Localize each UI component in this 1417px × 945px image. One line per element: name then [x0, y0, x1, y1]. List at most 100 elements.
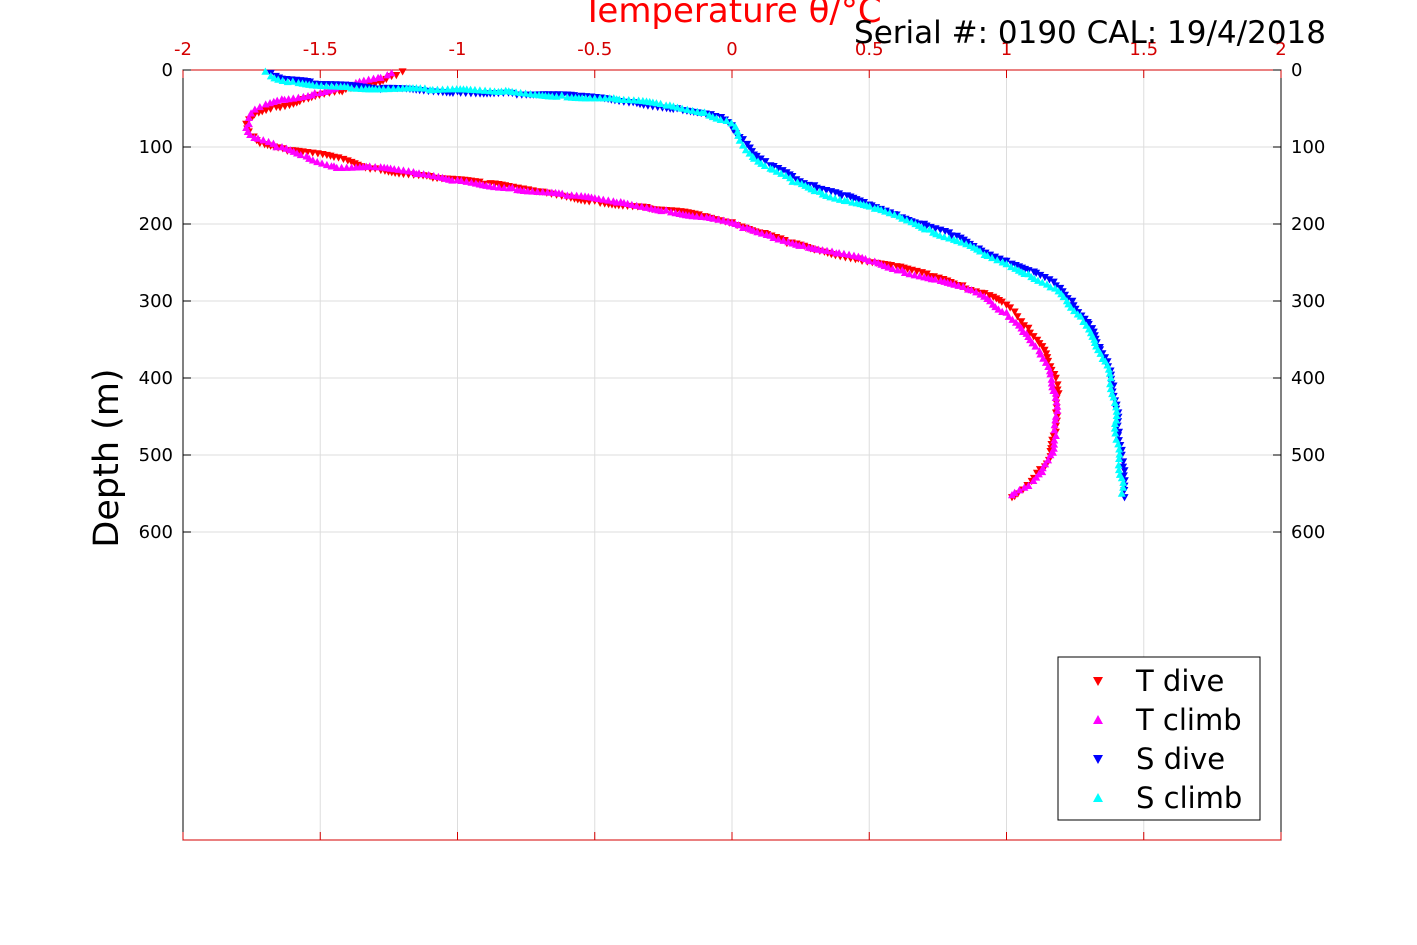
legend: T dive T climb S dive S climb [1057, 656, 1261, 821]
data-point [1050, 436, 1059, 444]
x-tick-label: 0 [726, 39, 737, 60]
data-point [280, 103, 289, 111]
data-point [1084, 325, 1093, 333]
data-point [738, 223, 747, 232]
series-t-dive [242, 68, 1063, 502]
data-point [1044, 456, 1053, 464]
data-point [245, 120, 254, 128]
data-point [1050, 440, 1059, 448]
data-point [988, 253, 997, 262]
legend-label: S climb [1136, 781, 1242, 815]
data-point [777, 169, 786, 177]
data-point [662, 206, 671, 214]
y-tick-label-left: 100 [139, 137, 173, 158]
data-point [705, 111, 714, 119]
y-tick-label-right: 500 [1291, 445, 1325, 466]
data-point [976, 290, 985, 298]
data-point [1006, 304, 1015, 312]
data-point [1010, 488, 1019, 497]
data-point [1035, 347, 1044, 355]
data-point [1094, 345, 1103, 354]
data-point [1114, 461, 1123, 469]
y-tick-label-left: 0 [162, 60, 173, 81]
data-point [918, 269, 927, 277]
data-point [998, 307, 1007, 315]
data-point [383, 71, 392, 79]
x-tick-label: 1 [1001, 39, 1012, 60]
data-point [1119, 472, 1128, 480]
data-point [733, 127, 742, 135]
data-point [1112, 403, 1121, 411]
data-point [262, 106, 271, 115]
data-point [1115, 450, 1124, 458]
x-tick-label: 1.5 [1129, 39, 1158, 60]
data-point [778, 167, 787, 175]
data-point [1049, 444, 1058, 452]
data-point [972, 288, 981, 296]
data-point [760, 161, 769, 170]
data-point [392, 72, 401, 80]
data-point [1038, 467, 1047, 476]
data-point [1045, 366, 1054, 375]
data-point [1056, 284, 1065, 293]
data-point [288, 77, 297, 85]
legend-label: T dive [1135, 664, 1224, 698]
data-point [865, 256, 874, 265]
data-point [1042, 280, 1051, 288]
data-point [398, 68, 407, 76]
data-point [1051, 412, 1060, 420]
data-point [244, 113, 253, 121]
data-point [1030, 274, 1039, 283]
data-point [1036, 271, 1045, 280]
data-point [1110, 424, 1119, 432]
data-point [1119, 463, 1128, 471]
data-point [1053, 402, 1062, 410]
data-point [1079, 317, 1088, 325]
data-point [1105, 369, 1114, 377]
data-point [738, 141, 747, 149]
x-tick-label: -0.5 [577, 39, 612, 60]
data-point [1026, 329, 1035, 337]
data-point [270, 74, 279, 82]
data-point [302, 152, 311, 160]
data-point [1106, 384, 1115, 393]
data-point [1112, 407, 1121, 415]
data-point [250, 105, 259, 113]
data-point [1119, 478, 1128, 486]
data-point [1015, 486, 1024, 494]
data-point [1041, 358, 1050, 366]
data-point [327, 82, 336, 90]
data-point [261, 67, 270, 75]
data-point [1029, 268, 1038, 276]
data-point [741, 146, 750, 154]
data-point [786, 174, 795, 182]
data-point [980, 250, 989, 258]
data-point [1108, 389, 1117, 398]
data-point [985, 292, 994, 300]
chart-title: Temperature θ/°C [581, 0, 881, 31]
data-point [538, 188, 547, 196]
data-point [443, 85, 452, 93]
data-point [1007, 262, 1016, 271]
data-point [242, 123, 251, 131]
data-point [870, 204, 879, 212]
data-point [1117, 489, 1126, 497]
data-point [387, 69, 396, 77]
data-point [727, 119, 736, 127]
y-tick-label-right: 300 [1291, 291, 1325, 312]
data-point [389, 84, 398, 92]
data-point [1010, 308, 1019, 316]
data-point [666, 208, 675, 216]
data-point [754, 157, 763, 165]
data-point [438, 85, 447, 93]
y-tick-label-right: 400 [1291, 368, 1325, 389]
data-point [1024, 324, 1033, 332]
data-point [980, 292, 989, 300]
data-point [1050, 426, 1059, 434]
y-tick-label-right: 0 [1291, 60, 1302, 81]
data-point [1047, 375, 1056, 383]
data-point [1004, 312, 1013, 320]
legend-marker [1093, 755, 1103, 764]
data-point [912, 267, 921, 276]
